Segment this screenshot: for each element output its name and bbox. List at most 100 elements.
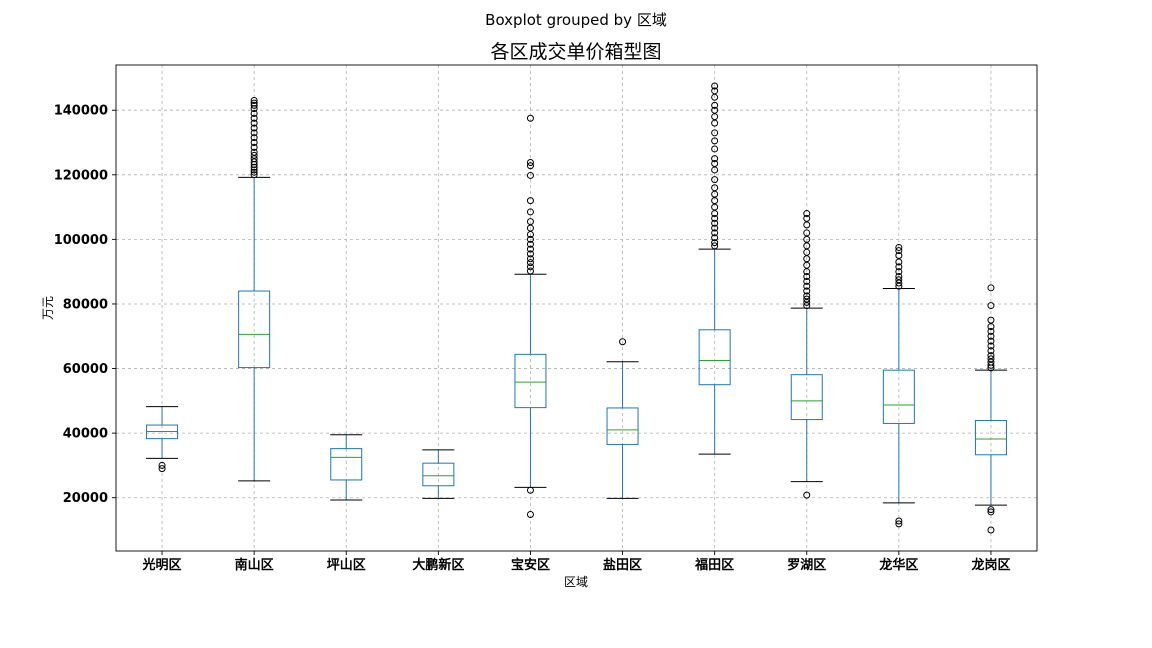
outlier-point xyxy=(711,159,719,167)
outlier-point xyxy=(711,219,719,227)
outlier-point xyxy=(711,137,719,145)
outlier-point xyxy=(526,235,534,243)
outlier-point xyxy=(895,273,903,281)
outlier-point xyxy=(250,171,258,179)
outlier-point xyxy=(803,282,811,290)
outlier-point xyxy=(711,239,719,247)
outlier-point xyxy=(250,124,258,132)
x-axis-label: 区域 xyxy=(564,575,588,589)
outlier-point xyxy=(987,508,995,516)
x-tick-label: 光明区 xyxy=(142,557,182,573)
chart-suptitle: Boxplot grouped by 区域 xyxy=(485,11,667,29)
outlier-point xyxy=(711,229,719,237)
outlier-point xyxy=(250,148,258,156)
outlier-point xyxy=(803,273,811,281)
outlier-point xyxy=(987,332,995,340)
outlier-point xyxy=(250,163,258,171)
outlier-point xyxy=(526,259,534,267)
outlier-point xyxy=(711,106,719,114)
outlier-point xyxy=(526,197,534,205)
box-series xyxy=(146,82,1007,534)
outlier-point xyxy=(250,166,258,174)
outlier-point xyxy=(711,224,719,232)
outlier-point xyxy=(987,355,995,363)
box-group xyxy=(330,434,363,501)
y-tick-label: 80000 xyxy=(63,297,108,312)
outlier-point xyxy=(987,342,995,350)
outlier-point xyxy=(526,208,534,216)
outlier-point xyxy=(526,486,534,494)
outlier-point xyxy=(895,276,903,284)
x-tick-label: 南山区 xyxy=(235,557,274,573)
outlier-point xyxy=(711,129,719,137)
outlier-point xyxy=(803,491,811,499)
outlier-point xyxy=(711,87,719,95)
box-group xyxy=(882,243,915,528)
outlier-point xyxy=(895,243,903,251)
outlier-point xyxy=(250,114,258,122)
outlier-point xyxy=(895,268,903,276)
outlier-point xyxy=(987,284,995,292)
outlier-point xyxy=(711,184,719,192)
box-group xyxy=(606,338,639,499)
outlier-point xyxy=(619,338,627,346)
outlier-point xyxy=(803,214,811,222)
outlier-point xyxy=(895,263,903,271)
outlier-point xyxy=(711,82,719,90)
outlier-point xyxy=(250,105,258,113)
outlier-point xyxy=(526,511,534,519)
y-tick-label: 60000 xyxy=(63,362,108,377)
outlier-point xyxy=(987,316,995,324)
outlier-point xyxy=(987,352,995,360)
outlier-point xyxy=(526,240,534,248)
x-tick-label: 龙岗区 xyxy=(971,557,1010,573)
outlier-point xyxy=(526,255,534,263)
outlier-point xyxy=(250,97,258,105)
outlier-point xyxy=(987,302,995,310)
outlier-point xyxy=(250,129,258,137)
box-group xyxy=(146,406,179,473)
outlier-point xyxy=(895,520,903,528)
y-tick-label: 20000 xyxy=(63,491,108,506)
outlier-point xyxy=(526,171,534,179)
box-group xyxy=(974,284,1007,534)
outlier-point xyxy=(987,526,995,534)
outlier-point xyxy=(711,214,719,222)
outlier-point xyxy=(526,114,534,122)
outlier-point xyxy=(711,242,719,250)
x-tick-label: 坪山区 xyxy=(327,557,366,573)
outlier-point xyxy=(987,337,995,345)
outlier-point xyxy=(711,234,719,242)
x-tick-label: 盐田区 xyxy=(603,557,642,573)
outlier-point xyxy=(526,162,534,170)
outlier-point xyxy=(895,517,903,525)
outlier-point xyxy=(803,277,811,285)
outlier-point xyxy=(803,292,811,300)
axis-ticks: 20000 40000 60000 80000 100000 120000 140000 光明… xyxy=(54,104,1011,573)
chart-title: 各区成交单价箱型图 xyxy=(490,41,661,63)
outlier-point xyxy=(803,287,811,295)
outlier-point xyxy=(895,247,903,255)
outlier-point xyxy=(526,250,534,258)
y-tick-label: 120000 xyxy=(54,168,108,183)
x-tick-label: 罗湖区 xyxy=(787,558,826,573)
outlier-point xyxy=(250,119,258,127)
box-group xyxy=(698,82,731,455)
box-group xyxy=(514,114,547,519)
outlier-point xyxy=(526,159,534,167)
plot-frame xyxy=(115,64,1038,552)
y-tick-label: 140000 xyxy=(54,104,108,119)
box-group xyxy=(238,97,271,482)
box-group xyxy=(790,210,823,499)
outlier-point xyxy=(158,465,166,473)
y-tick-label: 100000 xyxy=(54,233,108,248)
outlier-point xyxy=(987,347,995,355)
outlier-point xyxy=(250,101,258,109)
outlier-point xyxy=(711,101,719,109)
outlier-point xyxy=(526,267,534,275)
outlier-point xyxy=(711,145,719,153)
outlier-point xyxy=(526,245,534,253)
x-tick-label: 福田区 xyxy=(694,557,734,573)
outlier-point xyxy=(250,151,258,159)
y-tick-label: 40000 xyxy=(63,427,108,442)
